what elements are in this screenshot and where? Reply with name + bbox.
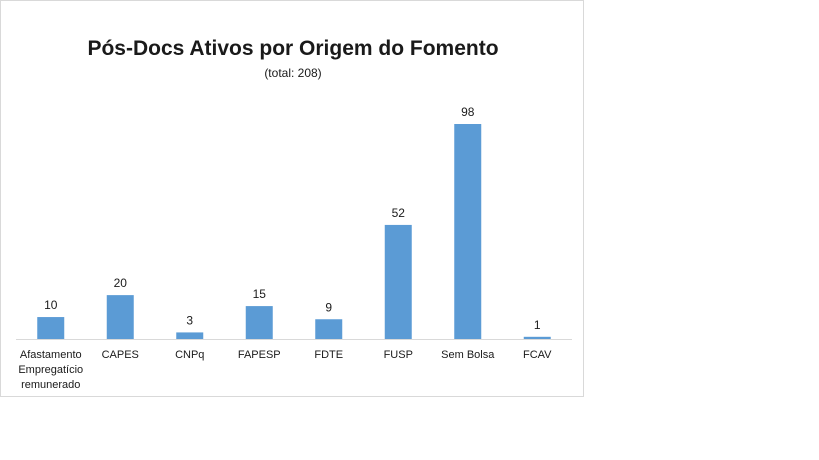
chart-subtitle: (total: 208) — [264, 66, 322, 80]
bar-chart-plot: 10 Afastamento Empregatício remunerado 20 CAP… — [16, 105, 572, 391]
x-tick-label: FCAV — [523, 349, 552, 361]
x-tick-label: Afastamento — [20, 349, 82, 361]
chart-frame: Pós-Docs Ativos por Origem do Fomento (t… — [0, 0, 584, 397]
data-label: 15 — [253, 287, 267, 301]
x-tick-label: CAPES — [102, 349, 139, 361]
x-tick-label: FDTE — [314, 349, 343, 361]
bar — [106, 295, 134, 339]
bar — [315, 319, 343, 339]
bar — [523, 336, 551, 339]
bar — [245, 306, 273, 339]
bar — [454, 124, 482, 339]
x-tick-label: CNPq — [175, 349, 204, 361]
data-label: 3 — [186, 313, 193, 327]
x-tick-label: FAPESP — [238, 349, 281, 361]
data-label: 20 — [114, 276, 128, 290]
x-tick-label: Empregatício — [18, 364, 83, 376]
chart-title: Pós-Docs Ativos por Origem do Fomento — [87, 37, 499, 60]
data-label: 9 — [325, 300, 332, 314]
data-label: 10 — [44, 298, 58, 312]
x-tick-label: FUSP — [384, 349, 413, 361]
data-label: 1 — [534, 318, 541, 332]
x-tick-label: Sem Bolsa — [441, 349, 495, 361]
data-label: 98 — [461, 105, 475, 119]
bar — [176, 332, 204, 339]
x-tick-label: remunerado — [21, 379, 80, 391]
bar — [37, 317, 65, 339]
data-label: 52 — [392, 206, 406, 220]
bar — [384, 224, 412, 339]
